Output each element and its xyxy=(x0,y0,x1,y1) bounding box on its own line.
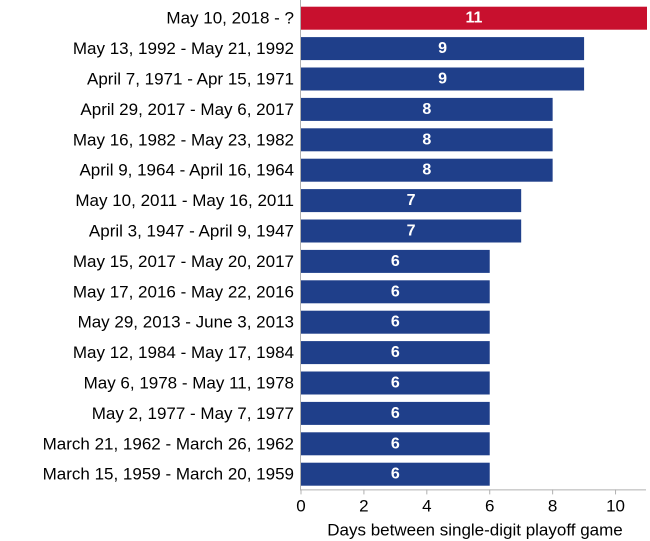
value-label: 8 xyxy=(422,162,431,179)
bar xyxy=(301,371,490,395)
category-label: April 7, 1971 - Apr 15, 1971 xyxy=(87,70,294,89)
bar xyxy=(301,219,522,243)
x-tick-label: 10 xyxy=(606,496,625,515)
value-label: 6 xyxy=(391,344,400,361)
category-label: April 29, 2017 - May 6, 2017 xyxy=(80,100,294,119)
x-axis-ticks: 0 2 4 6 8 10 xyxy=(296,489,625,515)
x-tick-label: 4 xyxy=(422,496,431,515)
category-label: March 15, 1959 - March 20, 1959 xyxy=(43,465,294,484)
bar xyxy=(301,97,553,121)
category-label: May 29, 2013 - June 3, 2013 xyxy=(78,313,294,332)
category-label: May 12, 1984 - May 17, 1984 xyxy=(73,343,294,362)
value-label: 6 xyxy=(391,314,400,331)
category-label: April 9, 1964 - April 16, 1964 xyxy=(79,161,294,180)
value-label: 6 xyxy=(391,253,400,270)
value-label: 8 xyxy=(422,101,431,118)
bar xyxy=(301,310,490,334)
value-label: 6 xyxy=(391,466,400,483)
bar xyxy=(301,432,490,456)
bar xyxy=(301,189,522,213)
bar xyxy=(301,249,490,273)
value-label: 9 xyxy=(438,71,447,88)
category-label: May 16, 1982 - May 23, 1982 xyxy=(73,130,294,149)
category-labels: May 10, 2018 - ? May 13, 1992 - May 21, 1… xyxy=(43,9,294,484)
bar xyxy=(301,128,553,152)
category-label: May 13, 1992 - May 21, 1992 xyxy=(73,39,294,58)
x-tick-label: 8 xyxy=(548,496,557,515)
bar xyxy=(301,462,490,486)
value-label: 7 xyxy=(407,223,416,240)
bar xyxy=(301,341,490,365)
bar xyxy=(301,158,553,182)
bar xyxy=(301,6,647,30)
category-label: May 15, 2017 - May 20, 2017 xyxy=(73,252,294,271)
value-label: 6 xyxy=(391,435,400,452)
value-label: 9 xyxy=(438,40,447,57)
bar xyxy=(301,67,585,91)
category-label: May 6, 1978 - May 11, 1978 xyxy=(84,374,294,393)
bar xyxy=(301,37,585,61)
category-label: March 21, 1962 - March 26, 1962 xyxy=(43,434,294,453)
value-label: 6 xyxy=(391,375,400,392)
x-axis-title: Days between single-digit playoff game xyxy=(327,520,622,539)
value-label: 11 xyxy=(466,10,483,27)
bar xyxy=(301,280,490,304)
value-label: 6 xyxy=(391,405,400,422)
category-label: May 10, 2011 - May 16, 2011 xyxy=(75,191,294,210)
bars-group xyxy=(301,6,647,486)
category-label: April 3, 1947 - April 9, 1947 xyxy=(89,222,294,241)
x-tick-label: 0 xyxy=(296,496,305,515)
value-label: 7 xyxy=(407,192,416,209)
value-label: 6 xyxy=(391,283,400,300)
bar xyxy=(301,401,490,425)
value-label: 8 xyxy=(422,131,431,148)
category-label: May 2, 1977 - May 7, 1977 xyxy=(92,404,294,423)
category-label: May 10, 2018 - ? xyxy=(166,9,294,28)
x-tick-label: 2 xyxy=(359,496,368,515)
category-label: May 17, 2016 - May 22, 2016 xyxy=(73,282,294,301)
x-tick-label: 6 xyxy=(485,496,494,515)
